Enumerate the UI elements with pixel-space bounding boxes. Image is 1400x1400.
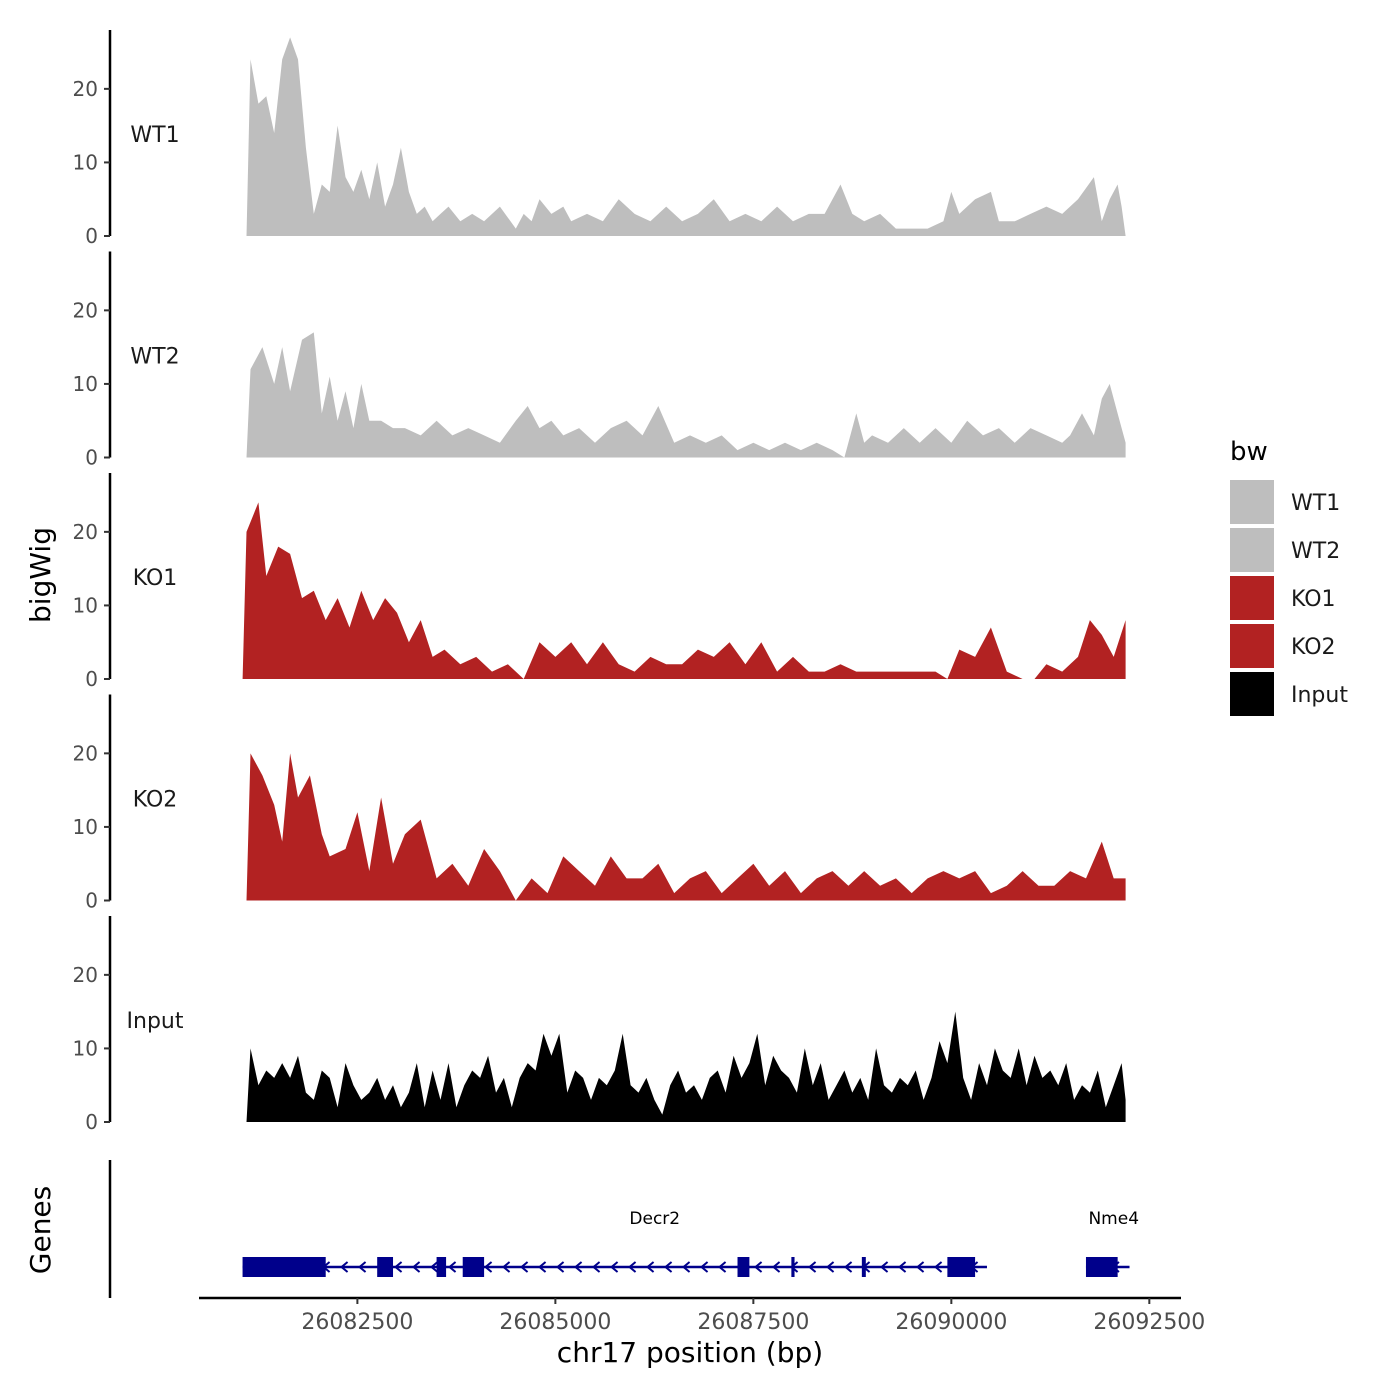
coverage-area-ko1 — [242, 502, 1126, 679]
y-tick-label: 0 — [85, 667, 98, 691]
gene-exon — [947, 1257, 976, 1277]
gene-exon — [1085, 1257, 1118, 1277]
y-tick-label: 10 — [73, 150, 98, 174]
strand-arrow — [699, 1261, 709, 1273]
strand-arrow — [555, 1261, 565, 1273]
strand-arrow — [501, 1261, 511, 1273]
gene-annotation-panel: Decr2 Nme4 — [108, 1160, 1139, 1298]
gene-label: Nme4 — [1088, 1209, 1139, 1229]
gene-exon — [462, 1257, 485, 1277]
strand-arrow — [411, 1261, 421, 1273]
coverage-area-wt2 — [246, 332, 1126, 458]
x-tick-label: 26092500 — [1093, 1310, 1205, 1335]
y-tick-label: 0 — [85, 224, 98, 248]
y-tick-label: 10 — [73, 593, 98, 617]
strand-arrow — [645, 1261, 655, 1273]
strand-arrow — [357, 1261, 367, 1273]
x-tick-label: 26085000 — [499, 1310, 611, 1335]
track-ko2: 0 10 20 KO2 — [73, 694, 1126, 913]
x-axis-title: chr17 position (bp) — [557, 1336, 823, 1369]
strand-arrow — [897, 1261, 907, 1273]
gene-exon — [737, 1257, 750, 1277]
track-input: 0 10 20 Input — [73, 916, 1126, 1134]
track-label: KO2 — [133, 788, 178, 813]
x-tick-label: 26082500 — [301, 1310, 413, 1335]
gene-exon — [861, 1257, 866, 1277]
strand-arrow — [537, 1261, 547, 1273]
legend-swatch-ko1 — [1230, 576, 1274, 620]
strand-arrow — [339, 1261, 349, 1273]
strand-arrow — [933, 1261, 943, 1273]
legend-title: bw — [1230, 437, 1268, 467]
strand-arrow — [915, 1261, 925, 1273]
strand-arrow — [717, 1261, 727, 1273]
strand-arrow — [843, 1261, 853, 1273]
strand-arrow — [681, 1261, 691, 1273]
strand-arrow — [429, 1261, 439, 1273]
coverage-area-wt1 — [246, 37, 1126, 237]
legend-swatch-ko2 — [1230, 624, 1274, 668]
legend-label-ko2: KO2 — [1291, 635, 1336, 660]
strand-arrow — [663, 1261, 673, 1273]
x-axis: 26082500 26085000 26087500 26090000 26092500 — [199, 1296, 1205, 1335]
strand-arrow — [609, 1261, 619, 1273]
legend-swatch-wt2 — [1230, 528, 1274, 572]
y-tick-label: 10 — [73, 372, 98, 396]
gene-nme4: Nme4 — [1085, 1209, 1139, 1277]
strand-arrow — [519, 1261, 529, 1273]
coverage-area-ko2 — [246, 753, 1126, 901]
strand-arrow — [753, 1261, 763, 1273]
y-tick-label: 0 — [85, 446, 98, 470]
track-label: WT1 — [130, 123, 179, 148]
genes-axis-title: Genes — [24, 1186, 57, 1274]
y-tick-label: 10 — [73, 1036, 98, 1060]
track-label: Input — [127, 1009, 184, 1034]
strand-arrow — [591, 1261, 601, 1273]
y-axis-title: bigWig — [24, 527, 57, 623]
y-tick-label: 20 — [73, 520, 98, 544]
strand-arrow — [825, 1261, 835, 1273]
legend-swatch-input — [1230, 672, 1274, 716]
legend-label-input: Input — [1291, 683, 1348, 708]
strand-arrow — [483, 1261, 493, 1273]
gene-exon — [242, 1257, 326, 1277]
strand-arrow — [879, 1261, 889, 1273]
strand-arrow — [771, 1261, 781, 1273]
strand-arrow — [447, 1261, 457, 1273]
strand-arrow — [393, 1261, 403, 1273]
y-tick-label: 0 — [85, 889, 98, 913]
y-tick-label: 20 — [73, 741, 98, 765]
legend-label-wt1: WT1 — [1291, 491, 1340, 516]
y-tick-label: 20 — [73, 77, 98, 101]
strand-arrow — [807, 1261, 817, 1273]
gene-label: Decr2 — [629, 1209, 680, 1229]
track-label: KO1 — [133, 566, 178, 591]
x-tick-label: 26090000 — [895, 1310, 1007, 1335]
y-tick-label: 0 — [85, 1110, 98, 1134]
legend: bw WT1 WT2 KO1 KO2 Input — [1230, 437, 1348, 716]
legend-swatch-wt1 — [1230, 480, 1274, 524]
gene-exon — [791, 1257, 795, 1277]
x-tick-label: 26087500 — [697, 1310, 809, 1335]
coverage-area-input — [246, 1011, 1126, 1122]
legend-label-ko1: KO1 — [1291, 587, 1336, 612]
track-panels: 0 10 20 WT1 0 10 20 WT2 0 10 20 KO1 0 10 20 KO2 0 10 20 Inp… — [73, 30, 1126, 1134]
y-tick-label: 20 — [73, 298, 98, 322]
gene-exon — [436, 1257, 447, 1277]
y-tick-label: 10 — [73, 815, 98, 839]
gene-exon — [377, 1257, 394, 1277]
track-wt2: 0 10 20 WT2 — [73, 251, 1126, 470]
y-tick-label: 20 — [73, 963, 98, 987]
legend-label-wt2: WT2 — [1291, 539, 1340, 564]
strand-arrow — [627, 1261, 637, 1273]
track-wt1: 0 10 20 WT1 — [73, 30, 1126, 248]
strand-arrow — [573, 1261, 583, 1273]
gene-decr2: Decr2 — [242, 1209, 987, 1277]
track-ko1: 0 10 20 KO1 — [73, 473, 1126, 691]
track-label: WT2 — [130, 345, 179, 370]
